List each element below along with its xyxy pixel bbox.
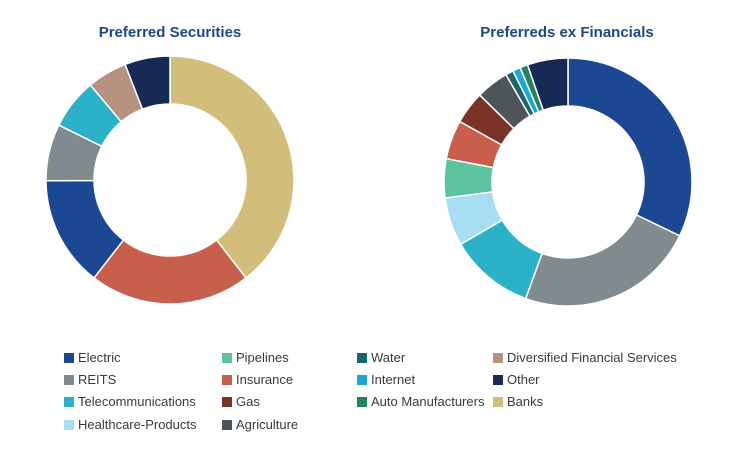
legend-label: REITS xyxy=(78,372,117,387)
legend-label: Internet xyxy=(371,372,416,387)
legend-swatch xyxy=(357,396,367,407)
legend-label: Insurance xyxy=(236,372,294,387)
legend-label: Auto Manufacturers xyxy=(371,394,485,409)
legend-label: Electric xyxy=(78,350,121,365)
legend-item-agriculture: Agriculture xyxy=(222,417,298,432)
legend-swatch xyxy=(64,374,74,385)
legend-label: Diversified Financial Services xyxy=(507,350,677,365)
legend-swatch xyxy=(222,374,232,385)
legend-swatch xyxy=(493,352,503,363)
legend-item-electric: Electric xyxy=(64,350,121,365)
legend-item-diversified-financial-services: Diversified Financial Services xyxy=(493,350,677,365)
legend-label: Agriculture xyxy=(236,417,299,432)
chart-title-preferred-securities: Preferred Securities xyxy=(98,24,242,41)
legend-swatch xyxy=(493,374,503,385)
legend-item-insurance: Insurance xyxy=(222,372,293,387)
preferred-securities-slice-other xyxy=(124,55,171,111)
legend-swatch xyxy=(222,352,232,363)
chart-title-preferreds-ex-financials: Preferreds ex Financials xyxy=(480,24,654,41)
legend-swatch xyxy=(493,396,503,407)
legend-swatch xyxy=(64,352,74,363)
legend-swatch xyxy=(357,352,367,363)
legend-label: Pipelines xyxy=(236,350,289,365)
legend-item-auto-manufacturers: Auto Manufacturers xyxy=(357,394,484,409)
legend-label: Other xyxy=(507,372,540,387)
legend: Electric REITS Telecommunications Healthcar… xyxy=(64,350,748,460)
legend-item-internet: Internet xyxy=(357,372,415,387)
legend-swatch xyxy=(222,419,232,430)
legend-swatch xyxy=(222,396,232,407)
legend-swatch xyxy=(64,419,74,430)
legend-swatch xyxy=(64,396,74,407)
legend-item-healthcare-products: Healthcare-Products xyxy=(64,417,197,432)
donut-chart-preferred-securities xyxy=(45,55,295,305)
legend-item-other: Other xyxy=(493,372,540,387)
legend-item-telecommunications: Telecommunications xyxy=(64,394,196,409)
legend-item-pipelines: Pipelines xyxy=(222,350,289,365)
legend-label: Telecommunications xyxy=(78,394,196,409)
legend-label: Healthcare-Products xyxy=(78,417,197,432)
legend-label: Banks xyxy=(507,394,544,409)
legend-label: Water xyxy=(371,350,406,365)
preferred-securities-slice-banks xyxy=(169,55,295,280)
legend-label: Gas xyxy=(236,394,260,409)
legend-item-water: Water xyxy=(357,350,405,365)
legend-item-reits: REITS xyxy=(64,372,116,387)
legend-swatch xyxy=(357,374,367,385)
legend-item-banks: Banks xyxy=(493,394,543,409)
legend-item-gas: Gas xyxy=(222,394,260,409)
